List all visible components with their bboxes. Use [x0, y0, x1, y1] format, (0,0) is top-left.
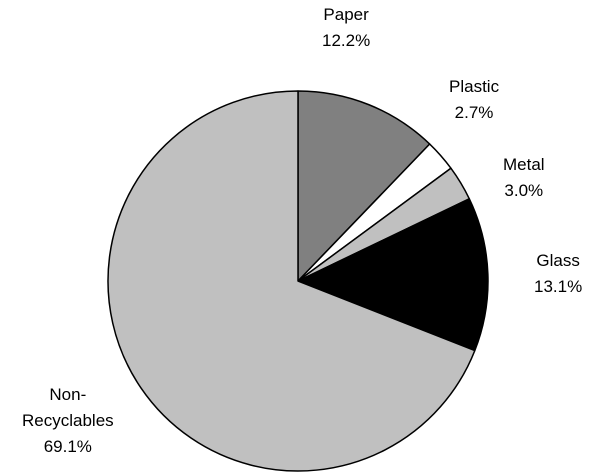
slice-percent: 2.7% — [454, 103, 494, 122]
slice-name: Recyclables — [22, 411, 114, 430]
slice-label-metal: Metal 3.0% — [503, 152, 545, 204]
slice-label-paper: Paper 12.2% — [322, 2, 370, 54]
slice-label-plastic: Plastic 2.7% — [449, 74, 499, 126]
slice-name: Plastic — [449, 77, 500, 96]
slice-percent: 13.1% — [534, 277, 583, 296]
slice-name: Metal — [503, 155, 545, 174]
slice-name: Glass — [536, 251, 580, 270]
slice-name: Paper — [323, 5, 369, 24]
pie-slice-non-recyclables — [107, 90, 476, 472]
pie-slice-glass — [297, 198, 489, 352]
slice-percent: 3.0% — [504, 181, 544, 200]
slice-percent: 69.1% — [43, 437, 92, 456]
slice-label-non-recyclables: Non- Recyclables 69.1% — [22, 382, 114, 460]
slice-name: Non- — [49, 385, 87, 404]
slice-label-glass: Glass 13.1% — [534, 248, 582, 300]
pie-slice-paper — [297, 90, 431, 282]
slice-percent: 12.2% — [322, 31, 371, 50]
